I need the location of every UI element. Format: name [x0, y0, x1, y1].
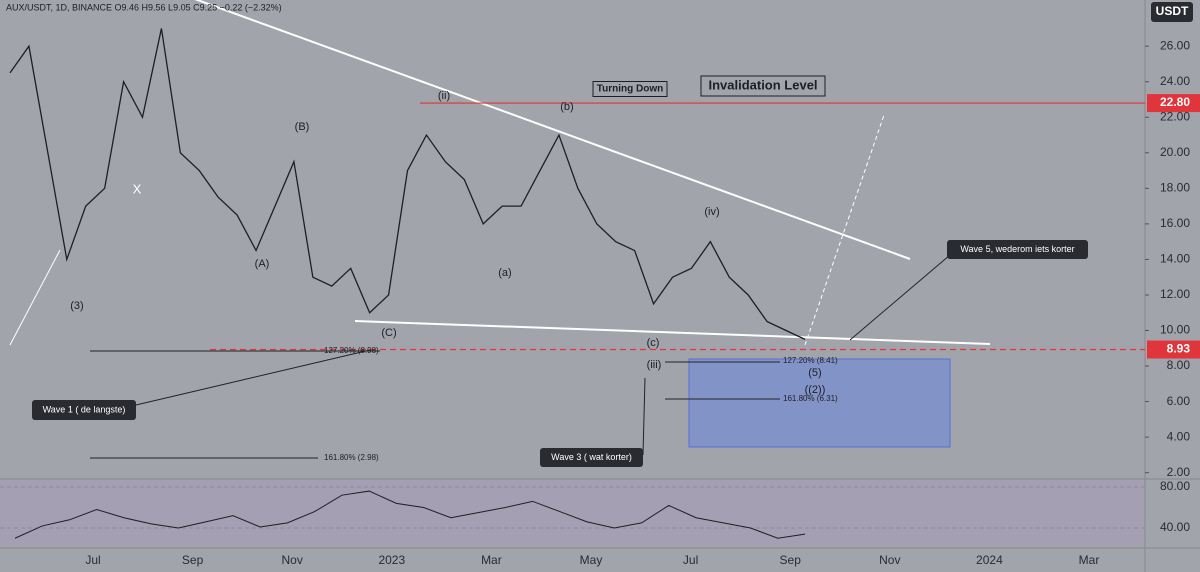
annotation: (C) — [381, 327, 396, 339]
price-level-badge — [1147, 340, 1200, 359]
x-tick-label: Mar — [481, 553, 502, 567]
annotation: (3) — [70, 300, 83, 312]
annotation: (iii) — [647, 359, 662, 371]
callout-box — [540, 448, 643, 467]
price-level-label: 8.93 — [1167, 342, 1191, 356]
x-tick-label: Sep — [780, 553, 802, 567]
annotation: (b) — [560, 101, 573, 113]
trend-line — [194, 0, 911, 260]
callout-text: Wave 1 ( de langste) — [43, 404, 126, 414]
y-tick-label: 14.00 — [1160, 252, 1190, 266]
callout-pointer — [642, 377, 646, 456]
price-line — [9, 28, 806, 340]
annotation: X — [133, 181, 142, 196]
annotation: (a) — [498, 267, 511, 279]
annotation: (5) — [808, 367, 821, 379]
annotation: 161.80% (6.31) — [783, 394, 838, 403]
trend-line — [9, 249, 61, 346]
symbol-header: AUX/USDT, 1D, BINANCE O9.46 H9.56 L9.05 … — [6, 2, 282, 12]
annotation: (B) — [295, 121, 310, 133]
annotation: Invalidation Level — [708, 77, 817, 92]
y-tick-label: 26.00 — [1160, 38, 1190, 52]
y-tick-label: 16.00 — [1160, 216, 1190, 230]
y-tick-label: 6.00 — [1167, 394, 1191, 408]
currency-badge — [1151, 2, 1193, 22]
x-tick-label: Jul — [85, 553, 100, 567]
annotation: (iv) — [704, 206, 719, 218]
y-tick-label: 24.00 — [1160, 74, 1190, 88]
x-tick-label: Nov — [879, 553, 900, 567]
currency-label: USDT — [1156, 4, 1189, 18]
price-level-label: 22.80 — [1160, 95, 1190, 109]
callout-box — [32, 400, 136, 420]
annotation: ((2)) — [805, 384, 826, 396]
y-tick-label: 2.00 — [1167, 465, 1191, 479]
projection-line — [804, 114, 885, 346]
x-tick-label: Mar — [1079, 553, 1100, 567]
x-tick-label: May — [580, 553, 603, 567]
callout-text: Wave 5, wederom iets korter — [960, 244, 1074, 254]
x-tick-label: 2023 — [378, 553, 405, 567]
x-tick-label: Nov — [282, 553, 303, 567]
y-tick-label: 12.00 — [1160, 287, 1190, 301]
annotation: 127.20% (8.98) — [324, 346, 379, 355]
annotation: (c) — [647, 337, 660, 349]
callout-text: Wave 3 ( wat korter) — [551, 452, 632, 462]
x-tick-label: Jul — [683, 553, 698, 567]
annotation: Turning Down — [597, 84, 663, 95]
annotation: (A) — [255, 258, 270, 270]
rsi-pane — [0, 480, 1145, 546]
rsi-tick-label: 80.00 — [1160, 479, 1190, 493]
rsi-tick-label: 40.00 — [1160, 520, 1190, 534]
x-tick-label: Sep — [182, 553, 204, 567]
trend-line — [354, 320, 991, 345]
callout-pointer — [135, 349, 371, 406]
callout-pointer — [849, 254, 951, 341]
rsi-line — [14, 490, 806, 539]
y-tick-label: 20.00 — [1160, 145, 1190, 159]
annotation: 161.80% (2.98) — [324, 453, 379, 462]
y-tick-label: 18.00 — [1160, 181, 1190, 195]
annotation: (ii) — [438, 90, 450, 102]
annotation: 127.20% (8.41) — [783, 356, 838, 365]
callout-box — [947, 240, 1088, 259]
price-level-badge — [1147, 94, 1200, 113]
x-tick-label: 2024 — [976, 553, 1003, 567]
y-tick-label: 8.00 — [1167, 358, 1191, 372]
annotation-box — [700, 75, 826, 97]
annotation-box — [592, 81, 668, 97]
target-zone — [688, 358, 951, 448]
y-tick-label: 4.00 — [1167, 429, 1191, 443]
y-tick-label: 22.00 — [1160, 109, 1190, 123]
y-tick-label: 10.00 — [1160, 323, 1190, 337]
